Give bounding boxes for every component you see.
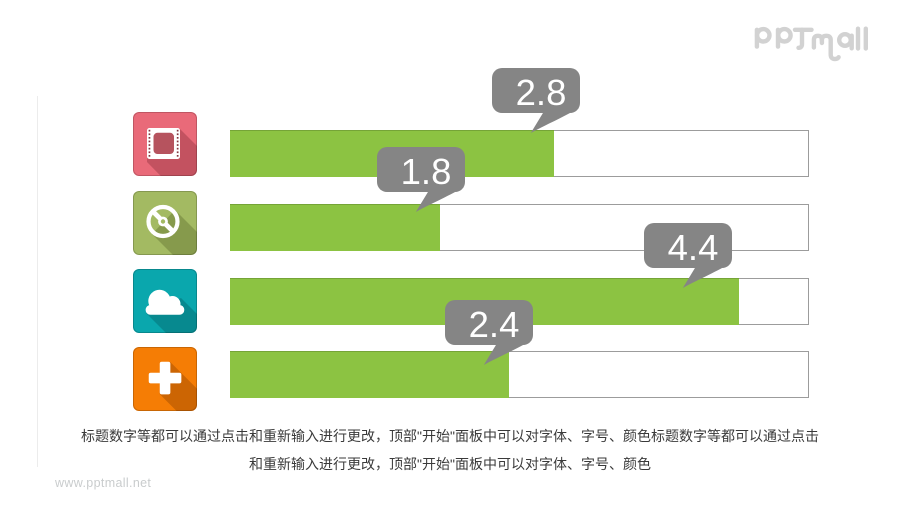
svg-text:4.4: 4.4 [668,227,719,268]
svg-text:2.8: 2.8 [516,72,567,113]
svg-text:2.4: 2.4 [469,304,520,345]
svg-text:1.8: 1.8 [401,151,452,192]
